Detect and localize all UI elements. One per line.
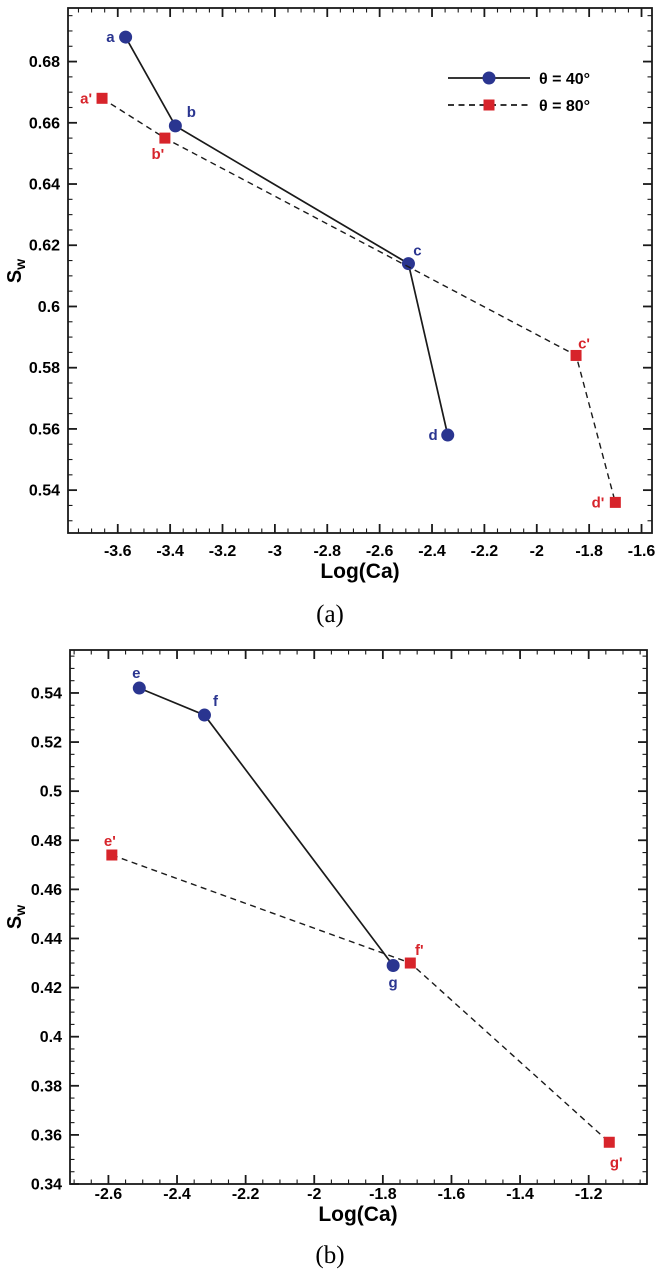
x-axis-tick-label: -1.6 [438,1186,466,1203]
data-point-label-g: g [389,974,398,991]
x-axis-tick-label: -2 [307,1186,321,1203]
y-axis-tick-label: 0.52 [31,735,62,752]
plot-frame-a [67,7,653,534]
data-point-marker-g-prime [603,1136,615,1148]
axes-a: -3.6 -3.4 -3.2 -3 -2.8 -2.6 -2.4 -2.2 -2 -1.8 -1.6… [29,8,656,560]
y-axis-tick-label: 0.34 [31,1177,62,1194]
chart-panel-a: -3.6 -3.4 -3.2 -3 -2.8 -2.6 -2.4 -2.2 -2 -1.8 -1.6… [4,7,656,628]
data-point-label-a: a [106,29,115,46]
y-axis-tick-label: 0.62 [29,238,60,255]
x-axis-tick-label: -1.4 [506,1186,534,1203]
data-point-marker-d [441,428,455,442]
data-point-marker-f-prime [404,957,416,969]
data-point-label-e-prime: e' [104,833,116,850]
y-axis-tick-label: 0.38 [31,1078,62,1095]
data-point-label-f-prime: f' [415,942,424,959]
data-point-marker-c [401,257,415,271]
data-point-marker-g [386,958,400,972]
y-axis-tick-label: 0.42 [31,980,62,997]
y-axis-tick-label: 0.64 [29,177,60,194]
legend-label-theta-80: θ = 80° [539,98,590,115]
data-point-label-b: b [187,104,196,121]
data-point-label-d-prime: d' [592,494,605,511]
y-axis-tick-label: 0.58 [29,360,60,377]
legend-marker-theta-80-icon [483,99,495,111]
x-axis-tick-label: -1.8 [575,543,603,560]
axes-b: -2.6 -2.4 -2.2 -2 -1.8 -1.6 -1.4 -1.2 0.34 0.36 0.… [31,650,647,1203]
caption-a: (a) [316,601,344,628]
x-axis-tick-label: -2.2 [232,1186,260,1203]
x-axis-tick-label: -2.4 [163,1186,191,1203]
data-point-label-d: d [429,427,438,444]
data-point-marker-b-prime [159,132,171,144]
x-axis-title-a: Log(Ca) [320,560,399,583]
data-point-label-g-prime: g' [610,1154,623,1171]
y-axis-tick-label: 0.46 [31,882,62,899]
y-axis-tick-label: 0.4 [40,1029,62,1046]
data-point-label-c-prime: c' [578,335,590,352]
y-axis-tick-label: 0.5 [40,784,62,801]
legend-marker-theta-40-icon [482,71,496,85]
series-group-b: e f g e' f' g' [104,665,623,1171]
y-axis-tick-label: 0.54 [31,685,62,702]
x-axis-tick-label: -2 [530,543,544,560]
y-axis-tick-label: 0.66 [29,115,60,132]
x-axis-tick-label: -1.8 [369,1186,397,1203]
y-axis-tick-label: 0.36 [31,1127,62,1144]
series-line-theta-40 [124,36,449,436]
x-axis-tick-label: -2.6 [95,1186,123,1203]
x-axis-tick-label: -2.4 [418,543,446,560]
series-line-theta-80 [111,854,610,1143]
data-point-label-f: f [213,693,219,710]
y-axis-title-a: Sw [4,259,28,283]
y-axis-tick-label: 0.54 [29,483,60,500]
x-axis-tick-label: -3.2 [209,543,237,560]
data-point-marker-a-prime [96,92,108,104]
legend-a: θ = 40° θ = 80° [448,71,590,115]
x-axis-tick-label: -2.6 [366,543,394,560]
x-axis-tick-label: -3.6 [104,543,132,560]
data-point-label-e: e [132,665,140,682]
y-axis-tick-label: 0.68 [29,54,60,71]
y-axis-tick-label: 0.56 [29,421,60,438]
chart-panel-b: -2.6 -2.4 -2.2 -2 -1.8 -1.6 -1.4 -1.2 0.34 0.36 0.… [4,649,648,1269]
y-axis-tick-label: 0.6 [38,299,60,316]
data-point-marker-d-prime [609,496,621,508]
plot-frame-b [69,649,648,1185]
data-point-label-a-prime: a' [80,90,92,107]
series-line-theta-80 [101,97,616,503]
y-axis-tick-label: 0.44 [31,931,62,948]
x-axis-tick-label: -3.4 [156,543,184,560]
x-axis-tick-label: -2.8 [313,543,341,560]
caption-b: (b) [315,1242,344,1269]
x-axis-title-b: Log(Ca) [318,1203,397,1226]
data-point-marker-b [168,119,182,133]
y-axis-tick-label: 0.48 [31,833,62,850]
x-axis-tick-label: -3 [268,543,282,560]
data-point-label-c: c [413,243,421,260]
series-group-a: a b c d a' b' c' d' [80,29,621,511]
series-line-theta-40 [138,687,394,967]
data-point-marker-f [197,708,211,722]
data-point-marker-e-prime [106,849,118,861]
data-point-marker-e [132,681,146,695]
x-axis-tick-label: -1.6 [628,543,656,560]
x-axis-tick-label: -1.2 [575,1186,603,1203]
data-point-marker-c-prime [570,349,582,361]
data-point-label-b-prime: b' [152,146,165,163]
x-axis-tick-label: -2.2 [471,543,499,560]
y-axis-title-b: Sw [4,905,28,929]
legend-label-theta-40: θ = 40° [539,71,590,88]
data-point-marker-a [119,30,133,44]
